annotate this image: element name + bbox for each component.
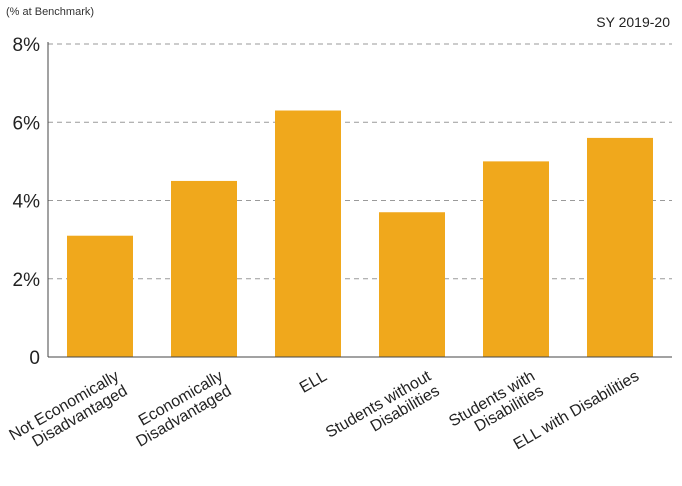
y-tick-label: 8% (13, 35, 41, 56)
x-tick-label: Students withoutDisabilities (323, 367, 443, 456)
y-tick-label: 0 (29, 348, 40, 369)
bar (275, 110, 341, 357)
bar (67, 235, 133, 357)
bar (379, 212, 445, 357)
x-tick-label-line: ELL (297, 368, 330, 397)
chart-subtitle: SY 2019-20 (596, 14, 670, 30)
x-tick-labels: Not EconomicallyDisadvantaged Economicall… (6, 367, 642, 459)
x-tick-label: EconomicallyDisadvantaged (125, 368, 234, 451)
grid-lines (48, 43, 672, 280)
axes (47, 42, 672, 358)
bars (67, 110, 653, 357)
y-tick-labels: 0 2% 4% 6% 8% (13, 35, 41, 369)
y-tick-label: 2% (13, 270, 41, 291)
x-tick-label: ELL (297, 368, 330, 397)
y-axis-label: (% at Benchmark) (6, 6, 95, 18)
bar (587, 137, 653, 357)
bar (483, 161, 549, 357)
bar (171, 180, 237, 357)
x-tick-label: Not EconomicallyDisadvantaged (6, 368, 130, 459)
y-tick-label: 6% (13, 113, 41, 134)
y-tick-label: 4% (13, 192, 41, 213)
